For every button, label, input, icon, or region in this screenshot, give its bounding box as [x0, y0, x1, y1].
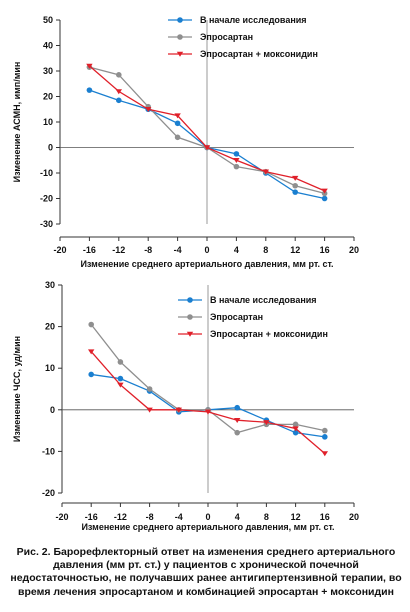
y-axis-label: Изменение ЧСС, уд/мин: [12, 336, 22, 442]
x-tick-label: 8: [263, 245, 268, 255]
data-point: [292, 429, 299, 436]
legend-marker: [177, 17, 183, 23]
legend-label: Эпросартан: [210, 312, 263, 322]
data-point: [233, 158, 240, 164]
legend-label: В начале исследования: [210, 295, 317, 305]
data-point: [233, 163, 240, 170]
data-point: [88, 321, 94, 328]
data-point: [88, 371, 94, 378]
data-point: [116, 97, 122, 104]
x-tick-label: -20: [55, 512, 68, 522]
data-point: [234, 404, 240, 411]
x-tick-label: 0: [205, 512, 210, 522]
y-tick-label: 10: [45, 363, 55, 373]
data-point: [175, 407, 182, 413]
data-point: [145, 107, 152, 113]
y-tick-label: 0: [48, 143, 53, 153]
data-point: [292, 426, 299, 432]
data-point: [292, 182, 299, 189]
y-tick-label: -10: [40, 168, 53, 178]
data-point: [116, 72, 122, 78]
legend-marker: [176, 51, 184, 57]
y-axis-label: Изменение АСМН, имп/мин: [12, 62, 22, 183]
legend-label: Эпросартан: [200, 32, 253, 42]
x-tick-label: 12: [290, 245, 300, 255]
legend-marker: [186, 331, 194, 337]
y-tick-label: -20: [40, 194, 53, 204]
data-point: [174, 134, 181, 141]
x-tick-label: -4: [174, 245, 182, 255]
x-tick-label: 12: [291, 512, 301, 522]
x-tick-label: -16: [85, 512, 98, 522]
legend-marker: [187, 297, 193, 303]
y-tick-label: 30: [45, 280, 55, 290]
data-point: [233, 151, 240, 157]
legend-marker: [177, 34, 183, 40]
data-point: [174, 120, 181, 127]
data-point: [86, 87, 93, 93]
data-point: [292, 175, 299, 181]
x-tick-label: 0: [204, 245, 209, 255]
data-point: [234, 418, 241, 423]
data-point: [262, 169, 269, 175]
x-tick-label: -12: [114, 512, 127, 522]
y-tick-label: 40: [43, 41, 53, 51]
data-point: [322, 427, 328, 434]
data-point: [117, 359, 124, 365]
x-axis-label: Изменение среднего артериального давлени…: [80, 259, 333, 269]
y-tick-label: 0: [50, 405, 55, 415]
legend-label: Эпросартан + моксонидин: [210, 329, 328, 339]
x-tick-label: 20: [349, 512, 359, 522]
data-point: [115, 89, 122, 95]
data-point: [174, 113, 181, 119]
y-tick-label: 20: [43, 92, 53, 102]
data-point: [86, 63, 93, 69]
x-tick-label: 20: [349, 245, 359, 255]
data-point: [146, 386, 153, 392]
x-tick-label: 4: [234, 245, 239, 255]
x-tick-label: -16: [83, 245, 96, 255]
data-point: [321, 188, 328, 194]
y-tick-label: 30: [43, 66, 53, 76]
x-tick-label: -20: [53, 245, 66, 255]
data-point: [203, 145, 211, 151]
legend-label: В начале исследования: [200, 15, 307, 25]
legend-label: Эпросартан + моксонидин: [200, 49, 318, 59]
data-point: [321, 451, 328, 457]
figure-caption: Рис. 2. Барорефлекторный ответ на измене…: [10, 546, 402, 598]
y-tick-label: -20: [42, 488, 55, 498]
x-tick-label: -8: [146, 512, 154, 522]
x-tick-label: 16: [320, 512, 330, 522]
legend-marker: [187, 314, 193, 320]
data-point: [117, 382, 124, 388]
x-tick-label: 16: [320, 245, 330, 255]
x-tick-label: -8: [144, 245, 152, 255]
x-tick-label: 8: [264, 512, 269, 522]
data-point: [263, 420, 270, 426]
data-point: [292, 421, 299, 428]
x-tick-label: -12: [112, 245, 125, 255]
data-point: [146, 407, 153, 413]
data-point: [321, 195, 328, 202]
y-tick-label: 10: [43, 117, 53, 127]
x-tick-label: -4: [175, 512, 183, 522]
y-tick-label: 20: [45, 322, 55, 332]
y-tick-label: -30: [40, 219, 53, 229]
data-point: [88, 349, 95, 355]
x-tick-label: 4: [235, 512, 240, 522]
data-point: [234, 429, 240, 436]
data-point: [322, 434, 328, 440]
data-point: [117, 375, 124, 382]
y-tick-label: -10: [42, 446, 55, 456]
y-tick-label: 50: [43, 15, 53, 25]
x-axis-label: Изменение среднего артериального давлени…: [81, 522, 334, 532]
data-point: [204, 409, 212, 415]
data-point: [292, 189, 299, 195]
